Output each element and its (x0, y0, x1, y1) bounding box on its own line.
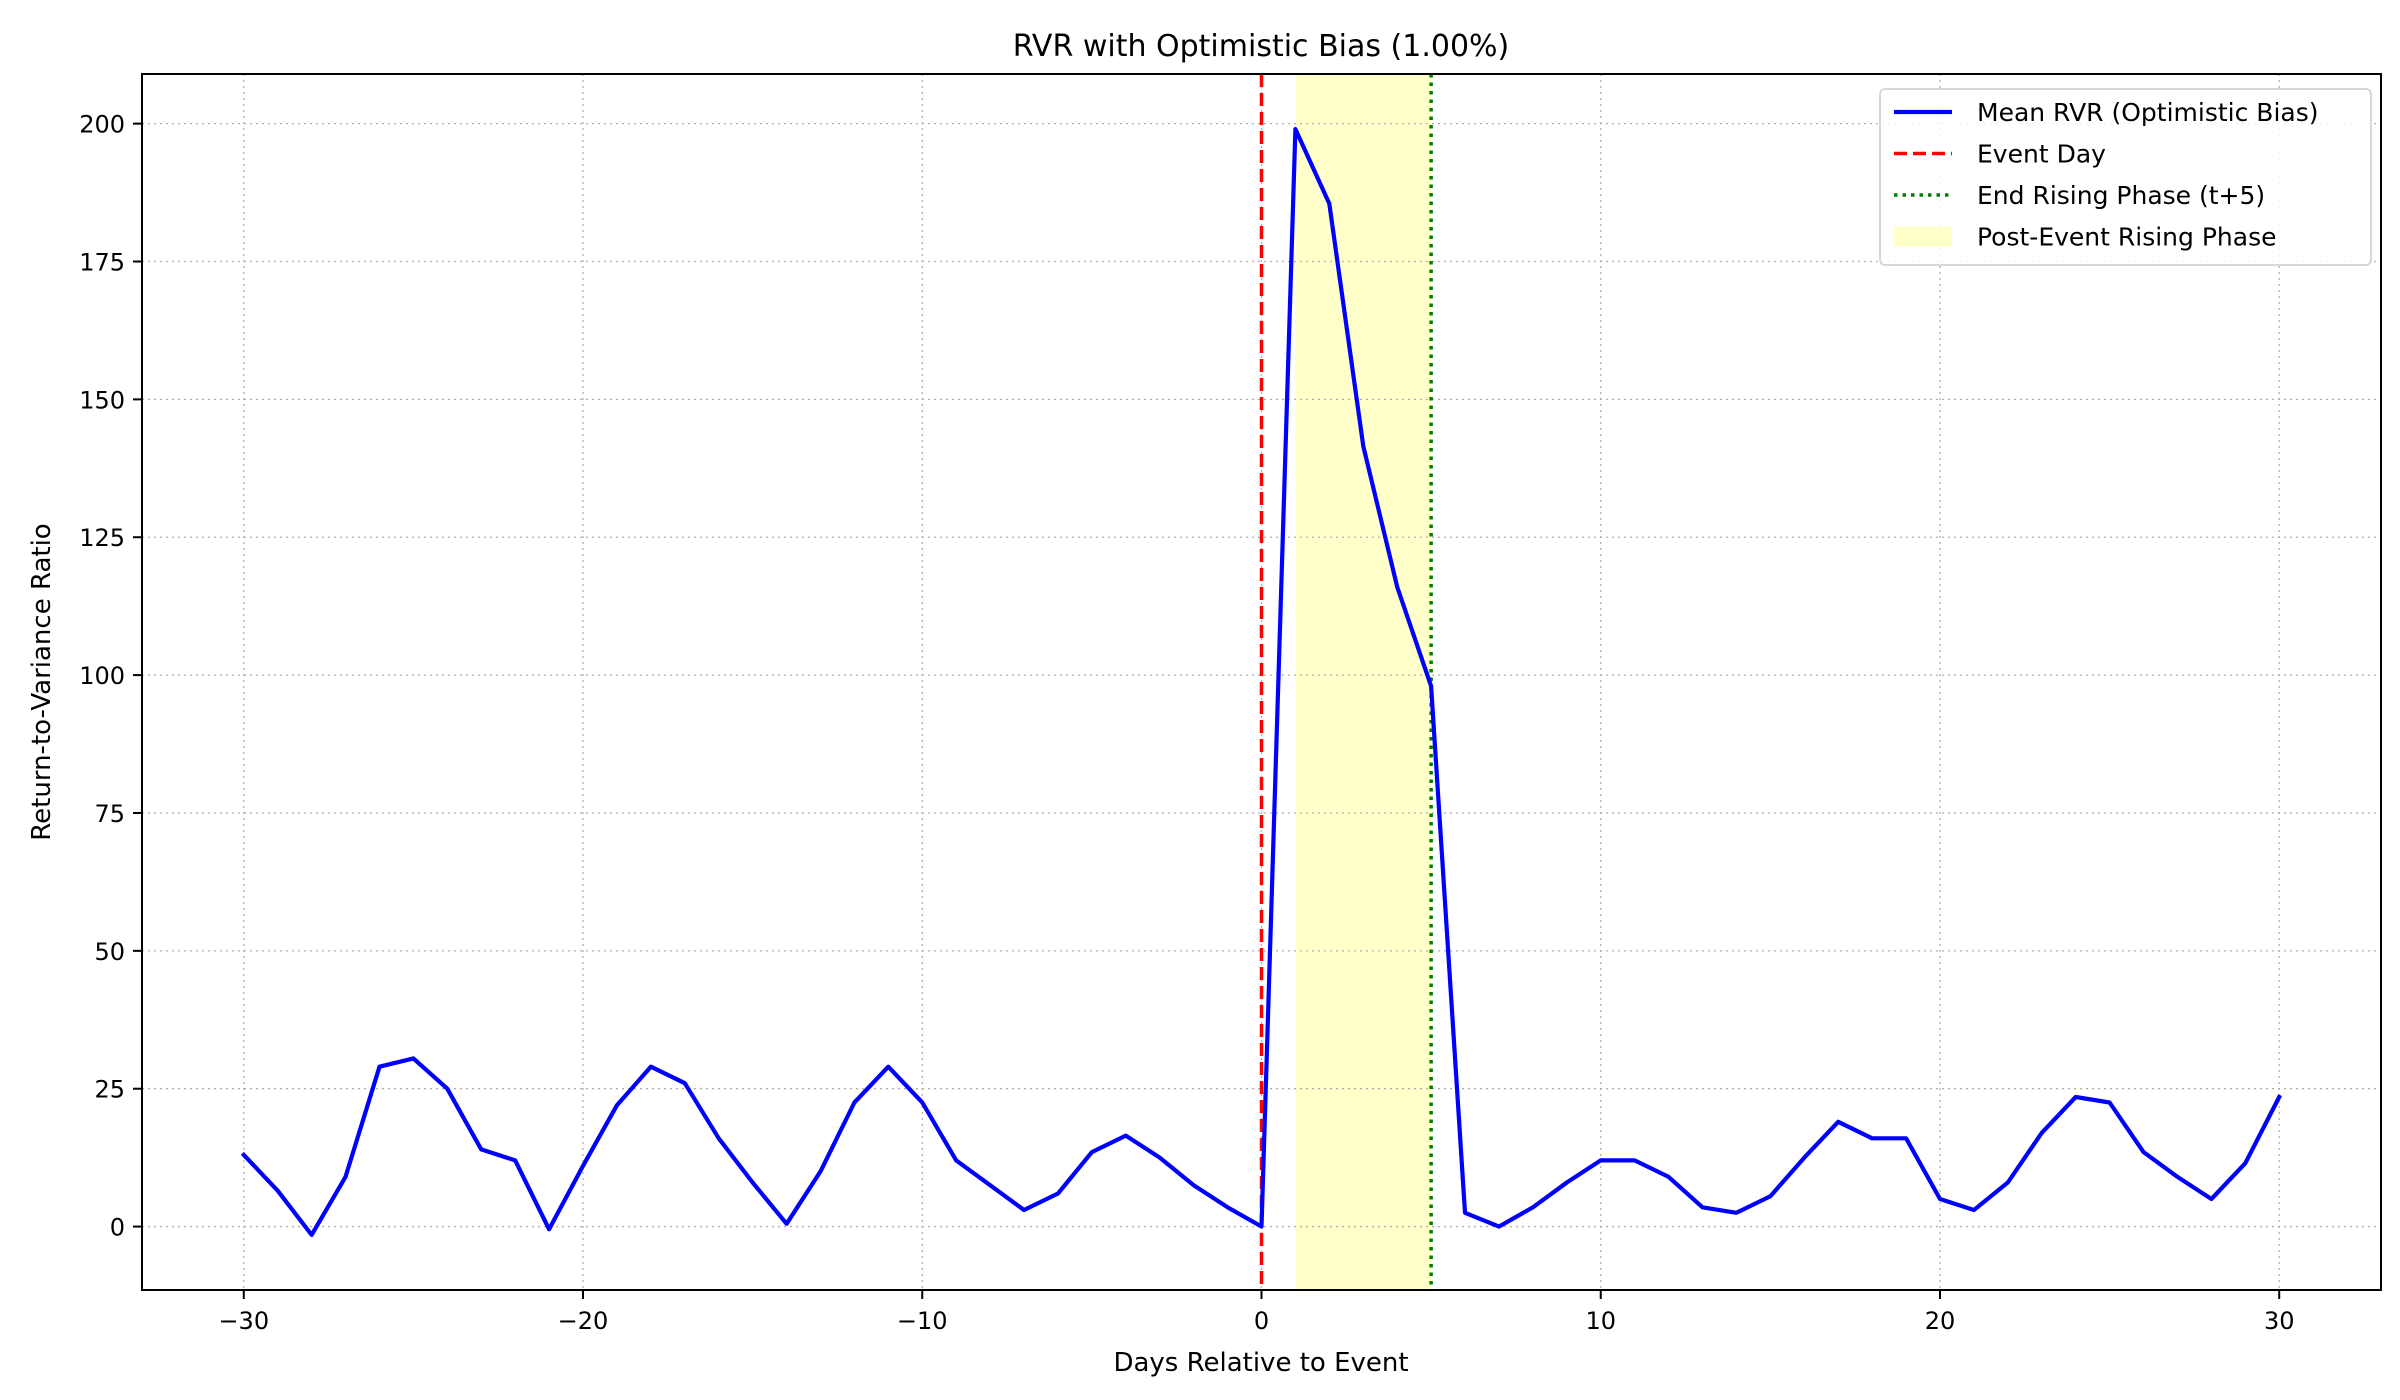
y-tick-label: 0 (110, 1214, 125, 1242)
x-tick-label: 20 (1925, 1307, 1956, 1335)
legend-label: Event Day (1977, 140, 2106, 169)
x-axis-label: Days Relative to Event (1113, 1348, 1408, 1378)
legend-label: Mean RVR (Optimistic Bias) (1977, 98, 2319, 127)
x-tick-label: −30 (218, 1307, 269, 1335)
y-tick-label: 75 (94, 800, 125, 828)
y-tick-label: 50 (94, 938, 125, 966)
post-event-rising-phase-span (1295, 74, 1432, 1290)
chart-title: RVR with Optimistic Bias (1.00%) (1013, 29, 1510, 64)
y-tick-label: 125 (79, 524, 125, 552)
x-tick-label: 0 (1254, 1307, 1269, 1335)
y-tick-label: 150 (79, 386, 125, 414)
x-tick-label: 30 (2264, 1307, 2295, 1335)
x-tick-label: −20 (558, 1307, 609, 1335)
legend-handle-rising-phase (1894, 226, 1952, 247)
y-axis-label: Return-to-Variance Ratio (27, 523, 57, 840)
y-tick-label: 100 (79, 662, 125, 690)
legend: Mean RVR (Optimistic Bias) Event Day End R… (1879, 88, 2372, 266)
mean-rvr-series-line (240, 127, 2283, 1237)
legend-label: Post-Event Rising Phase (1977, 223, 2277, 252)
y-tick-label: 200 (79, 111, 125, 139)
y-tick-label: 25 (94, 1076, 125, 1104)
legend-box (1879, 88, 2372, 266)
y-tick-label: 175 (79, 249, 125, 277)
x-tick-label: −10 (897, 1307, 948, 1335)
legend-label: End Rising Phase (t+5) (1977, 181, 2265, 210)
x-tick-label: 10 (1585, 1307, 1616, 1335)
